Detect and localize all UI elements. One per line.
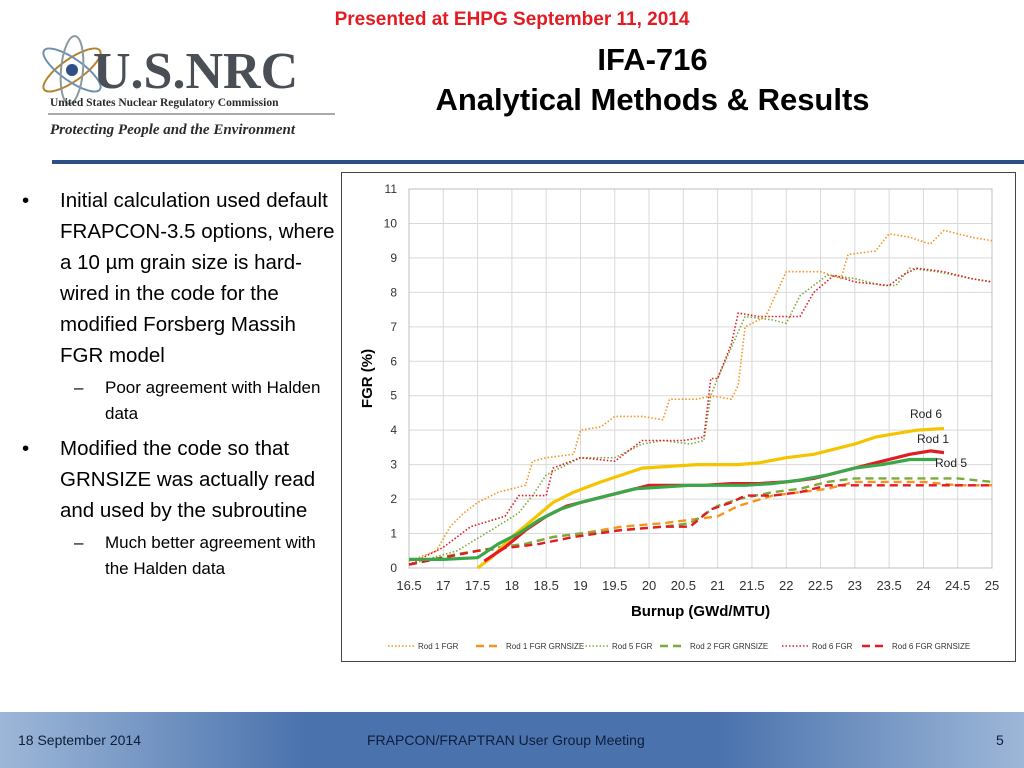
- y-tick-label: 7: [390, 320, 397, 334]
- y-tick-label: 6: [390, 354, 397, 368]
- x-tick-label: 16.5: [396, 578, 421, 593]
- y-tick-label: 11: [385, 182, 398, 196]
- bullet-item: • Initial calculation used default FRAPCO…: [22, 189, 335, 367]
- x-tick-label: 17: [436, 578, 450, 593]
- x-tick-label: 22.5: [808, 578, 833, 593]
- series-line: [408, 229, 993, 562]
- footer-bar: 18 September 2014 FRAPCON/FRAPTRAN User …: [0, 712, 1024, 768]
- y-axis-title: FGR (%): [359, 349, 376, 408]
- curve-annotation: Rod 1: [917, 432, 949, 446]
- series-line: [476, 426, 945, 570]
- y-tick-label: 4: [390, 423, 397, 437]
- series-line: [408, 267, 993, 566]
- legend-label: Rod 6 FGR GRNSIZE: [892, 642, 970, 651]
- nrc-logo-name: U.S.NRC: [93, 43, 298, 100]
- nrc-logo-org: United States Nuclear Regulatory Commiss…: [50, 97, 279, 109]
- footer-date: 18 September 2014: [18, 732, 141, 748]
- x-tick-label: 25: [985, 578, 999, 593]
- atom-icon: U.S.NRC United States Nuclear Regulatory…: [42, 35, 335, 138]
- title-divider: [52, 160, 1024, 164]
- x-tick-label: 19.5: [602, 578, 627, 593]
- sub-bullet-item: – Much better agreement with the Halden d…: [74, 533, 316, 578]
- footer-event: FRAPCON/FRAPTRAN User Group Meeting: [367, 732, 645, 748]
- y-tick-label: 0: [390, 561, 397, 575]
- series-line: [409, 457, 938, 561]
- y-tick-label: 1: [390, 527, 397, 541]
- page-number: 5: [996, 732, 1004, 748]
- x-tick-label: 20: [642, 578, 656, 593]
- nrc-logo-tagline: Protecting People and the Environment: [50, 122, 296, 138]
- presentation-banner: Presented at EHPG September 11, 2014: [334, 9, 690, 30]
- legend-label: Rod 1 FGR: [418, 642, 459, 651]
- legend-label: Rod 1 FGR GRNSIZE: [506, 642, 584, 651]
- bullet-item: • Modified the code so that GRNSIZE was a…: [22, 437, 316, 522]
- y-tick-label: 10: [384, 216, 398, 230]
- sub-bullet-item: – Poor agreement with Halden data: [74, 378, 321, 423]
- curve-annotation: Rod 6: [910, 407, 942, 421]
- x-tick-label: 23.5: [876, 578, 901, 593]
- y-tick-label: 3: [390, 458, 397, 472]
- curve-annotation: Rod 5: [935, 456, 967, 470]
- chart-canvas: 16.5 17 17.5 18 18.5 19 19.5 20 20.5 21 21.5 22 22.5…: [359, 182, 999, 651]
- nrc-logo: U.S.NRC United States Nuclear Regulatory…: [30, 30, 340, 142]
- x-tick-label: 19: [573, 578, 587, 593]
- x-axis-title: Burnup (GWd/MTU): [631, 603, 770, 620]
- y-tick-label: 2: [390, 492, 397, 506]
- x-tick-label: 20.5: [671, 578, 696, 593]
- x-tick-label: 18: [505, 578, 519, 593]
- legend-label: Rod 2 FGR GRNSIZE: [690, 642, 768, 651]
- series-line: [408, 267, 993, 566]
- sub-bullet-text: Poor agreement with Halden data: [105, 378, 321, 423]
- series-line: [408, 484, 992, 566]
- fgr-chart: 16.5 17 17.5 18 18.5 19 19.5 20 20.5 21 21.5 22 22.5…: [341, 172, 1016, 662]
- y-tick-label: 5: [390, 389, 397, 403]
- bullet-text: Initial calculation used default FRAPCON…: [60, 189, 335, 367]
- bullet-list: • Initial calculation used default FRAPCO…: [22, 185, 337, 588]
- x-tick-label: 22: [779, 578, 793, 593]
- plot-area: [408, 188, 993, 569]
- legend-label: Rod 6 FGR: [812, 642, 853, 651]
- sub-bullet-text: Much better agreement with the Halden da…: [105, 533, 316, 578]
- y-tick-label: 9: [390, 251, 397, 265]
- x-tick-label: 17.5: [465, 578, 490, 593]
- slide-title-line1: IFA-716: [597, 42, 708, 77]
- x-tick-label: 24.5: [945, 578, 970, 593]
- x-tick-label: 21: [710, 578, 724, 593]
- x-tick-label: 18.5: [534, 578, 559, 593]
- legend-label: Rod 5 FGR: [612, 642, 653, 651]
- x-tick-label: 23: [848, 578, 862, 593]
- x-tick-label: 21.5: [739, 578, 764, 593]
- slide-title-line2: Analytical Methods & Results: [435, 82, 870, 117]
- slide-title: IFA-716 Analytical Methods & Results: [400, 40, 905, 120]
- y-tick-label: 8: [390, 285, 397, 299]
- bullet-text: Modified the code so that GRNSIZE was ac…: [60, 437, 316, 522]
- x-tick-label: 24: [916, 578, 930, 593]
